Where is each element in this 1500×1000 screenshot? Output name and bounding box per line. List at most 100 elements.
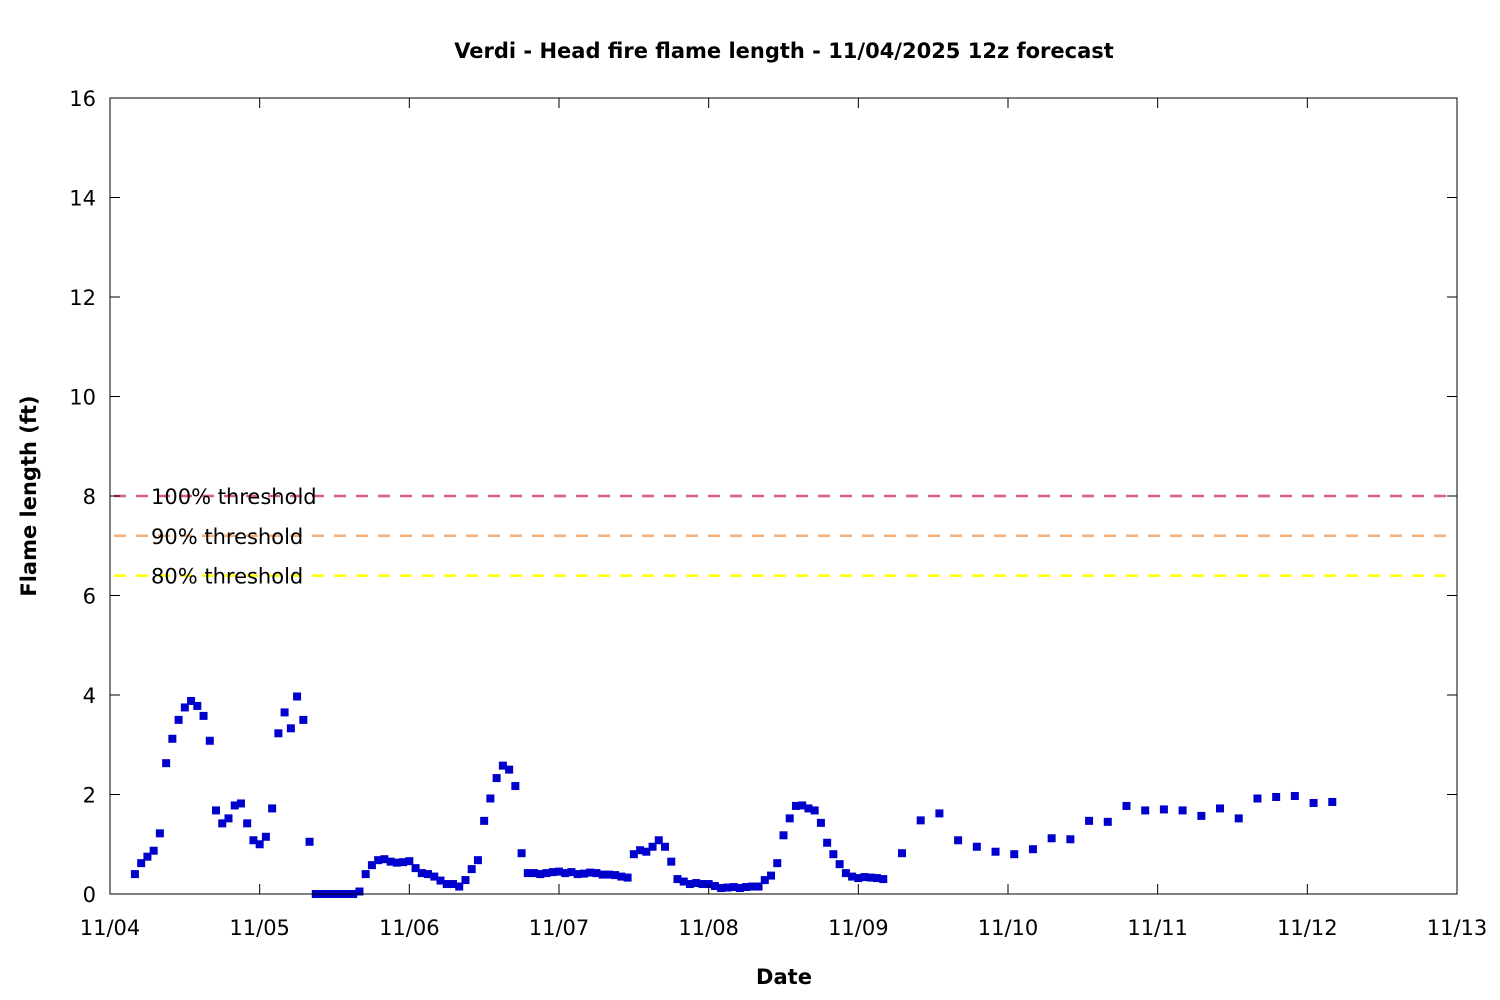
data-point — [791, 801, 800, 810]
data-point — [866, 873, 875, 882]
data-point — [848, 872, 857, 881]
data-point — [623, 873, 632, 882]
data-point — [180, 703, 189, 712]
data-point — [274, 729, 283, 738]
data-point — [873, 874, 882, 883]
data-point — [598, 870, 607, 879]
data-point — [199, 711, 208, 720]
x-tick-label: 11/12 — [1277, 916, 1338, 940]
y-tick-label: 10 — [69, 386, 96, 410]
data-point — [1028, 845, 1037, 854]
data-point — [642, 847, 651, 856]
data-point — [1216, 804, 1225, 813]
chart-title: Verdi - Head fire flame length - 11/04/2… — [454, 39, 1114, 63]
y-tick-label: 0 — [83, 883, 96, 907]
data-point — [430, 872, 439, 881]
data-point — [473, 856, 482, 865]
data-point — [1066, 835, 1075, 844]
data-point — [841, 869, 850, 878]
data-point — [149, 846, 158, 855]
y-tick-label: 12 — [69, 286, 96, 310]
x-tick-label: 11/11 — [1127, 916, 1188, 940]
data-point — [698, 880, 707, 889]
data-point — [448, 880, 457, 889]
data-point — [467, 865, 476, 874]
data-point — [1159, 805, 1168, 814]
data-point — [673, 875, 682, 884]
data-point — [604, 870, 613, 879]
data-point — [717, 884, 726, 893]
data-point — [1047, 834, 1056, 843]
data-point — [130, 870, 139, 879]
data-point — [218, 819, 227, 828]
data-point — [205, 736, 214, 745]
data-point — [168, 734, 177, 743]
y-tick-label: 14 — [69, 187, 96, 211]
data-point — [505, 765, 514, 774]
data-point — [386, 857, 395, 866]
data-point — [823, 838, 832, 847]
data-point — [530, 869, 539, 878]
data-point — [230, 801, 239, 810]
x-axis-label: Date — [756, 965, 812, 989]
y-tick-label: 6 — [83, 585, 96, 609]
data-point — [760, 876, 769, 885]
data-point — [1122, 801, 1131, 810]
threshold-label: 100% threshold — [151, 485, 317, 509]
data-point — [380, 855, 389, 864]
data-point — [648, 842, 657, 851]
x-tick-label: 11/13 — [1427, 916, 1488, 940]
data-point — [611, 871, 620, 880]
data-point — [835, 860, 844, 869]
data-point — [417, 869, 426, 878]
data-point — [579, 869, 588, 878]
data-point — [1178, 806, 1187, 815]
x-tick-label: 11/07 — [529, 916, 590, 940]
y-tick-label: 2 — [83, 784, 96, 808]
data-point — [517, 849, 526, 858]
data-point — [1010, 850, 1019, 859]
data-point — [486, 794, 495, 803]
axis-ticks: 0 2 4 6 8 10 12 14 16 11/04 11/05 11/06 11/07 11/08 11… — [69, 87, 1487, 940]
data-point — [392, 858, 401, 867]
x-tick-label: 11/06 — [379, 916, 440, 940]
data-point — [1272, 792, 1281, 801]
data-point — [679, 877, 688, 886]
data-point — [461, 876, 470, 885]
data-point — [511, 782, 520, 791]
data-point — [424, 870, 433, 879]
data-point — [1197, 811, 1206, 820]
data-point — [455, 882, 464, 891]
data-point — [212, 806, 221, 815]
data-point — [399, 858, 408, 867]
data-point — [442, 880, 451, 889]
data-point — [854, 874, 863, 883]
data-point — [897, 849, 906, 858]
data-point — [754, 882, 763, 891]
data-point — [249, 836, 258, 845]
data-point — [480, 816, 489, 825]
data-point — [860, 873, 869, 882]
x-tick-label: 11/04 — [80, 916, 141, 940]
data-point — [355, 887, 364, 896]
data-point — [816, 818, 825, 827]
data-point — [617, 872, 626, 881]
data-point — [654, 836, 663, 845]
data-point — [299, 715, 308, 724]
data-point — [935, 809, 944, 818]
data-point — [773, 859, 782, 868]
data-point — [810, 806, 819, 815]
data-point — [293, 692, 302, 701]
data-point — [405, 857, 414, 866]
data-point — [1253, 794, 1262, 803]
data-point — [567, 868, 576, 877]
data-point — [261, 832, 270, 841]
data-point — [767, 871, 776, 880]
data-point — [280, 708, 289, 717]
data-point — [592, 869, 601, 878]
data-point — [798, 801, 807, 810]
y-tick-label: 8 — [83, 485, 96, 509]
data-point — [236, 799, 245, 808]
data-point — [193, 701, 202, 710]
data-point — [667, 857, 676, 866]
